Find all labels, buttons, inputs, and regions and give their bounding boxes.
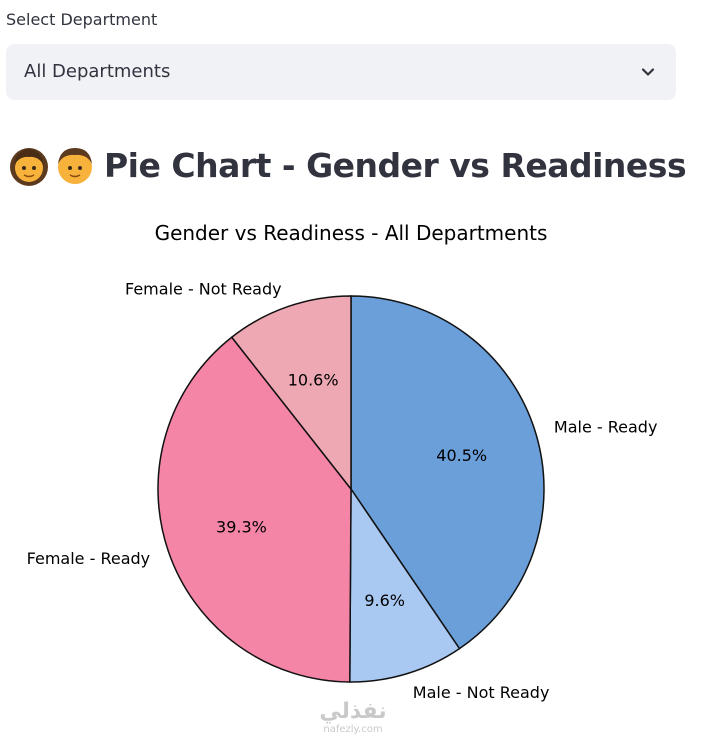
slice-value-label: 9.6% <box>364 591 405 610</box>
slice-category-label: Female - Not Ready <box>125 279 282 298</box>
select-department-label: Select Department <box>6 10 158 29</box>
pie-slice <box>350 295 545 650</box>
pie-slice <box>157 336 352 683</box>
chart-title: Gender vs Readiness - All Departments <box>155 221 548 245</box>
woman-face-emoji-icon <box>10 148 48 186</box>
slice-category-label: Male - Ready <box>554 418 658 437</box>
page-heading: Pie Chart - Gender vs Readiness <box>6 140 687 190</box>
page-title: Pie Chart - Gender vs Readiness <box>104 145 687 185</box>
watermark-url: nafezly.com <box>323 724 383 735</box>
pie-chart: Gender vs Readiness - All Departments 40.… <box>0 200 702 747</box>
slice-value-label: 10.6% <box>288 371 339 390</box>
department-select[interactable]: All Departments <box>6 44 676 100</box>
slice-value-label: 40.5% <box>436 446 487 465</box>
department-select-value: All Departments <box>24 61 171 82</box>
watermark-logo: نفذلي <box>319 699 387 724</box>
pie-chart-svg: Gender vs Readiness - All Departments 40.… <box>27 221 658 702</box>
watermark: نفذلي nafezly.com <box>308 700 398 736</box>
pie-slice <box>230 295 352 492</box>
slice-category-label: Male - Not Ready <box>413 683 550 702</box>
pie-slice <box>349 486 461 683</box>
man-face-emoji-icon <box>58 148 92 184</box>
chevron-down-icon[interactable] <box>640 64 656 80</box>
slice-category-label: Female - Ready <box>27 549 150 568</box>
slice-value-label: 39.3% <box>216 518 267 537</box>
